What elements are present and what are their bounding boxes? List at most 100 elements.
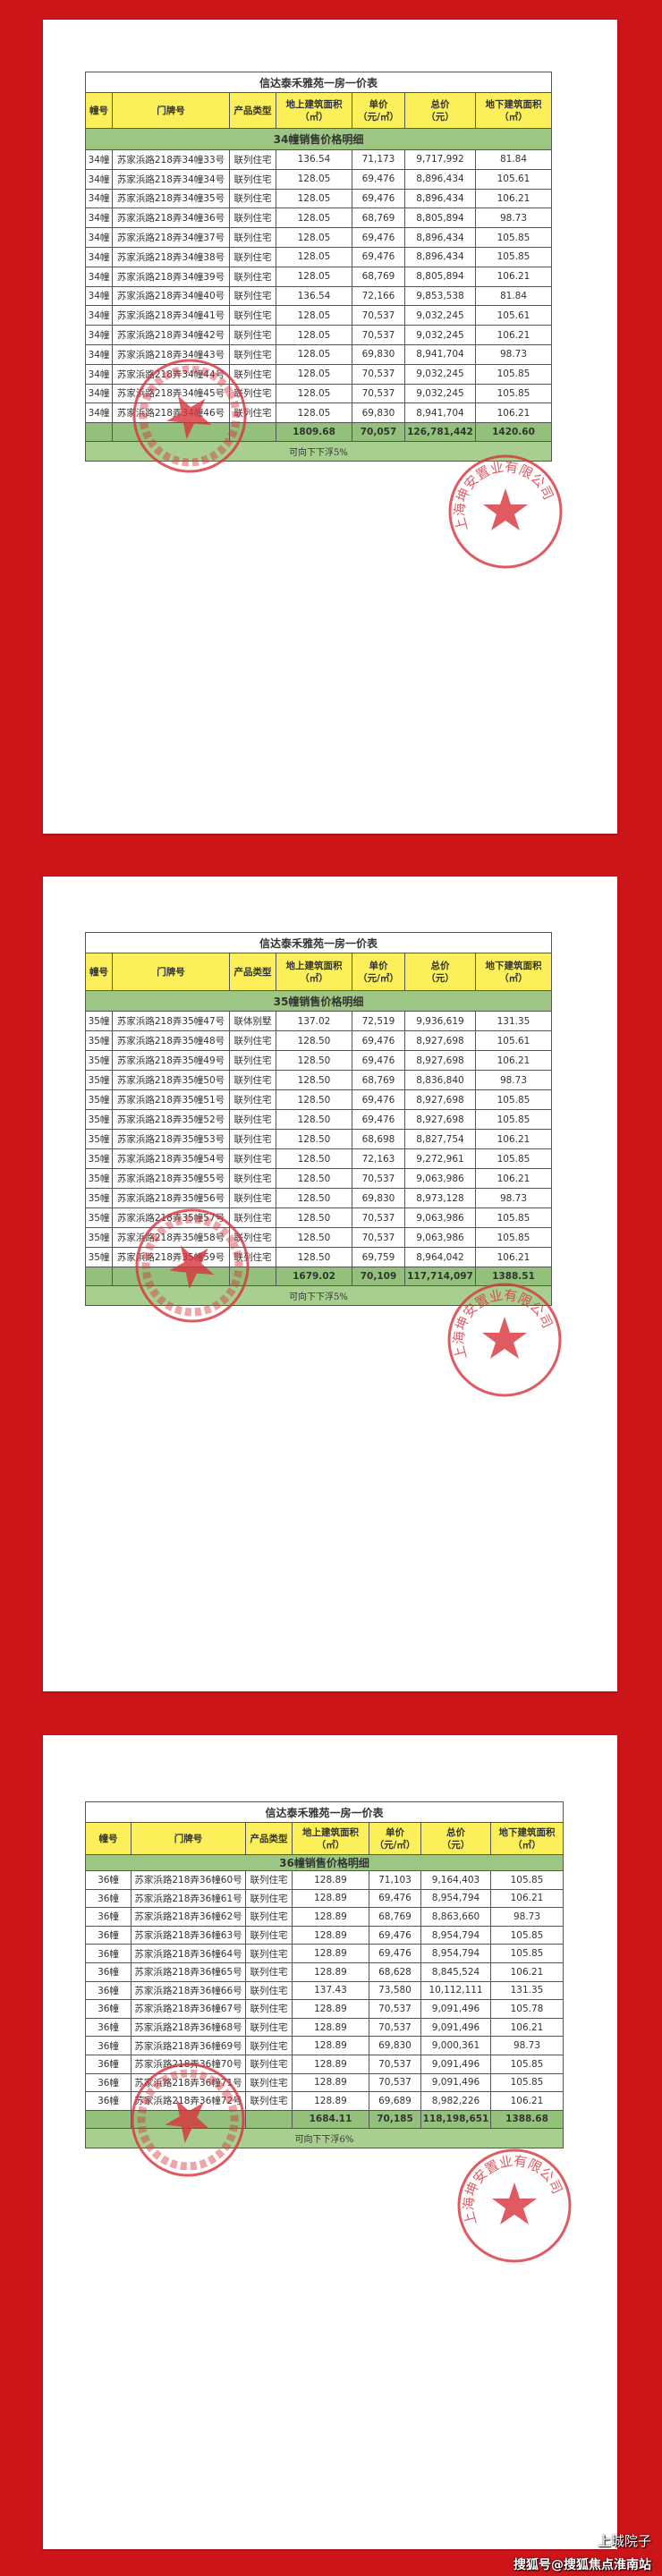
table-cell: 128.50: [276, 1227, 352, 1248]
table-cell: 联列住宅: [229, 149, 276, 170]
table-cell: 106.21: [490, 2091, 564, 2111]
table-cell: 105.85: [490, 2054, 564, 2074]
table-row: 34幢 苏家浜路218弄34幢36号 联列住宅 128.05 68,769 8,805,8…: [85, 208, 552, 229]
table-cell: 69,476: [369, 1888, 421, 1909]
column-header: 产品类型: [229, 92, 276, 129]
table-cell: 8,982,226: [420, 2091, 491, 2111]
table-cell: 36幢: [85, 1888, 132, 1909]
table-cell: 34幢: [85, 208, 113, 229]
table-cell: 105.85: [475, 383, 552, 404]
table-cell: 98.73: [475, 1188, 552, 1208]
total-cell: 1388.51: [475, 1267, 552, 1286]
table-cell: 128.05: [276, 188, 352, 209]
table-cell: 8,896,434: [404, 168, 476, 190]
table-cell: 苏家浜路218弄34幢43号: [112, 343, 230, 365]
table-cell: 69,830: [369, 2036, 421, 2055]
table-cell: 131.35: [490, 1980, 564, 2001]
table-cell: 81.84: [475, 149, 552, 170]
table-cell: 73,580: [369, 1980, 421, 2001]
table-title: 信达泰禾雅苑一房一价表: [85, 72, 552, 93]
table-cell: 联列住宅: [229, 246, 276, 267]
column-header: 产品类型: [245, 1822, 293, 1855]
table-cell: 联列住宅: [245, 2036, 293, 2055]
total-cell: [85, 422, 113, 443]
table-cell: 70,537: [369, 2054, 421, 2074]
table-cell: 联列住宅: [245, 1999, 293, 2019]
table-row: 35幢 苏家浜路218弄35幢47号 联体别墅 137.02 72,519 9,936,6…: [85, 1011, 552, 1031]
table-cell: 105.78: [490, 1999, 564, 2019]
column-header: 幢号: [85, 92, 113, 129]
table-cell: 8,827,754: [404, 1129, 476, 1149]
section-title: 35幢销售价格明细: [85, 990, 552, 1012]
watermark-account-text: 上城院子: [597, 2533, 651, 2549]
table-cell: 35幢: [85, 1109, 113, 1130]
total-cell: [112, 422, 230, 443]
table-row: 34幢 苏家浜路218弄34幢43号 联列住宅 128.05 69,830 8,941,7…: [85, 343, 552, 365]
table-cell: 苏家浜路218弄35幢55号: [112, 1168, 230, 1189]
column-header: 总价 （元）: [404, 92, 476, 129]
table-cell: 35幢: [85, 1168, 113, 1189]
table-cell: 联列住宅: [229, 343, 276, 365]
column-header: 门牌号: [131, 1822, 246, 1855]
table-cell: 苏家浜路218弄35幢50号: [112, 1070, 230, 1090]
section-title: 36幢销售价格明细: [85, 1854, 564, 1871]
table-cell: 9,091,496: [420, 2017, 491, 2038]
table-cell: 36幢: [85, 1870, 132, 1890]
table-cell: 128.89: [292, 1999, 369, 2019]
table-cell: 8,973,128: [404, 1188, 476, 1208]
table-cell: 8,805,894: [404, 266, 476, 287]
table-row: 35幢 苏家浜路218弄35幢54号 联列住宅 128.50 72,163 9,272,9…: [85, 1148, 552, 1169]
table-cell: 34幢: [85, 227, 113, 248]
table-cell: 69,476: [352, 246, 405, 267]
table-cell: 苏家浜路218弄36幢64号: [131, 1944, 246, 1963]
table-cell: 106.21: [475, 266, 552, 287]
table-cell: 苏家浜路218弄35幢52号: [112, 1109, 230, 1130]
table-cell: 136.54: [276, 285, 352, 307]
table-cell: 106.21: [490, 1962, 564, 1982]
table-row: 34幢 苏家浜路218弄34幢44号 联列住宅 128.05 70,537 9,032,2…: [85, 363, 552, 385]
price-table-3: 信达泰禾雅苑一房一价表 幢号 门牌号 产品类型 地上建筑面积 （㎡） 单价 （元/㎡） 总价…: [85, 1801, 564, 2148]
table-cell: 36幢: [85, 1962, 132, 1982]
table-cell: 8,954,794: [420, 1888, 491, 1909]
table-cell: 8,927,698: [404, 1030, 476, 1051]
table-row: 35幢 苏家浜路218弄35幢48号 联列住宅 128.50 69,476 8,927,6…: [85, 1030, 552, 1051]
table-cell: 106.21: [475, 1247, 552, 1267]
table-cell: 苏家浜路218弄34幢41号: [112, 305, 230, 326]
table-cell: 9,091,496: [420, 2072, 491, 2093]
table-cell: 35幢: [85, 1129, 113, 1149]
table-row: 34幢 苏家浜路218弄34幢45号 联列住宅 128.05 70,537 9,032,2…: [85, 383, 552, 404]
table-cell: 9,063,986: [404, 1227, 476, 1248]
table-cell: 128.05: [276, 208, 352, 229]
table-cell: 9,717,992: [404, 149, 476, 170]
table-cell: 9,853,538: [404, 285, 476, 307]
table-title-row: 信达泰禾雅苑一房一价表: [85, 72, 552, 93]
column-header: 地下建筑面积 （㎡）: [475, 92, 552, 129]
table-cell: 106.21: [475, 1050, 552, 1071]
table-cell: 苏家浜路218弄36幢67号: [131, 1999, 246, 2019]
table-cell: 69,689: [369, 2091, 421, 2111]
table-cell: 105.85: [475, 1148, 552, 1169]
table-cell: 70,537: [352, 1208, 405, 1228]
table-cell: 68,769: [352, 1070, 405, 1090]
table-cell: 106.21: [490, 2017, 564, 2038]
table-cell: 苏家浜路218弄35幢54号: [112, 1148, 230, 1169]
table-cell: 联列住宅: [229, 1050, 276, 1071]
table-cell: 苏家浜路218弄36幢63号: [131, 1925, 246, 1945]
table-cell: 128.05: [276, 227, 352, 248]
table-cell: 69,476: [352, 1109, 405, 1130]
table-cell: 9,091,496: [420, 2054, 491, 2074]
table-cell: 联列住宅: [229, 1227, 276, 1248]
column-header: 门牌号: [112, 953, 230, 991]
table-cell: 70,537: [352, 325, 405, 345]
table-row: 36幢 苏家浜路218弄36幢64号 联列住宅 128.89 69,476 8,954,7…: [85, 1944, 564, 1963]
total-row: 1679.02 70,109 117,714,097 1388.51: [85, 1267, 552, 1286]
table-cell: 72,519: [352, 1011, 405, 1031]
table-cell: 36幢: [85, 1980, 132, 2001]
table-cell: 8,863,660: [420, 1907, 491, 1927]
table-cell: 35幢: [85, 1050, 113, 1071]
table-cell: 106.21: [475, 1168, 552, 1189]
column-header: 地下建筑面积 （㎡）: [490, 1822, 564, 1855]
table-cell: 8,836,840: [404, 1070, 476, 1090]
table-cell: 苏家浜路218弄36幢66号: [131, 1980, 246, 2001]
table-cell: 苏家浜路218弄35幢53号: [112, 1129, 230, 1149]
